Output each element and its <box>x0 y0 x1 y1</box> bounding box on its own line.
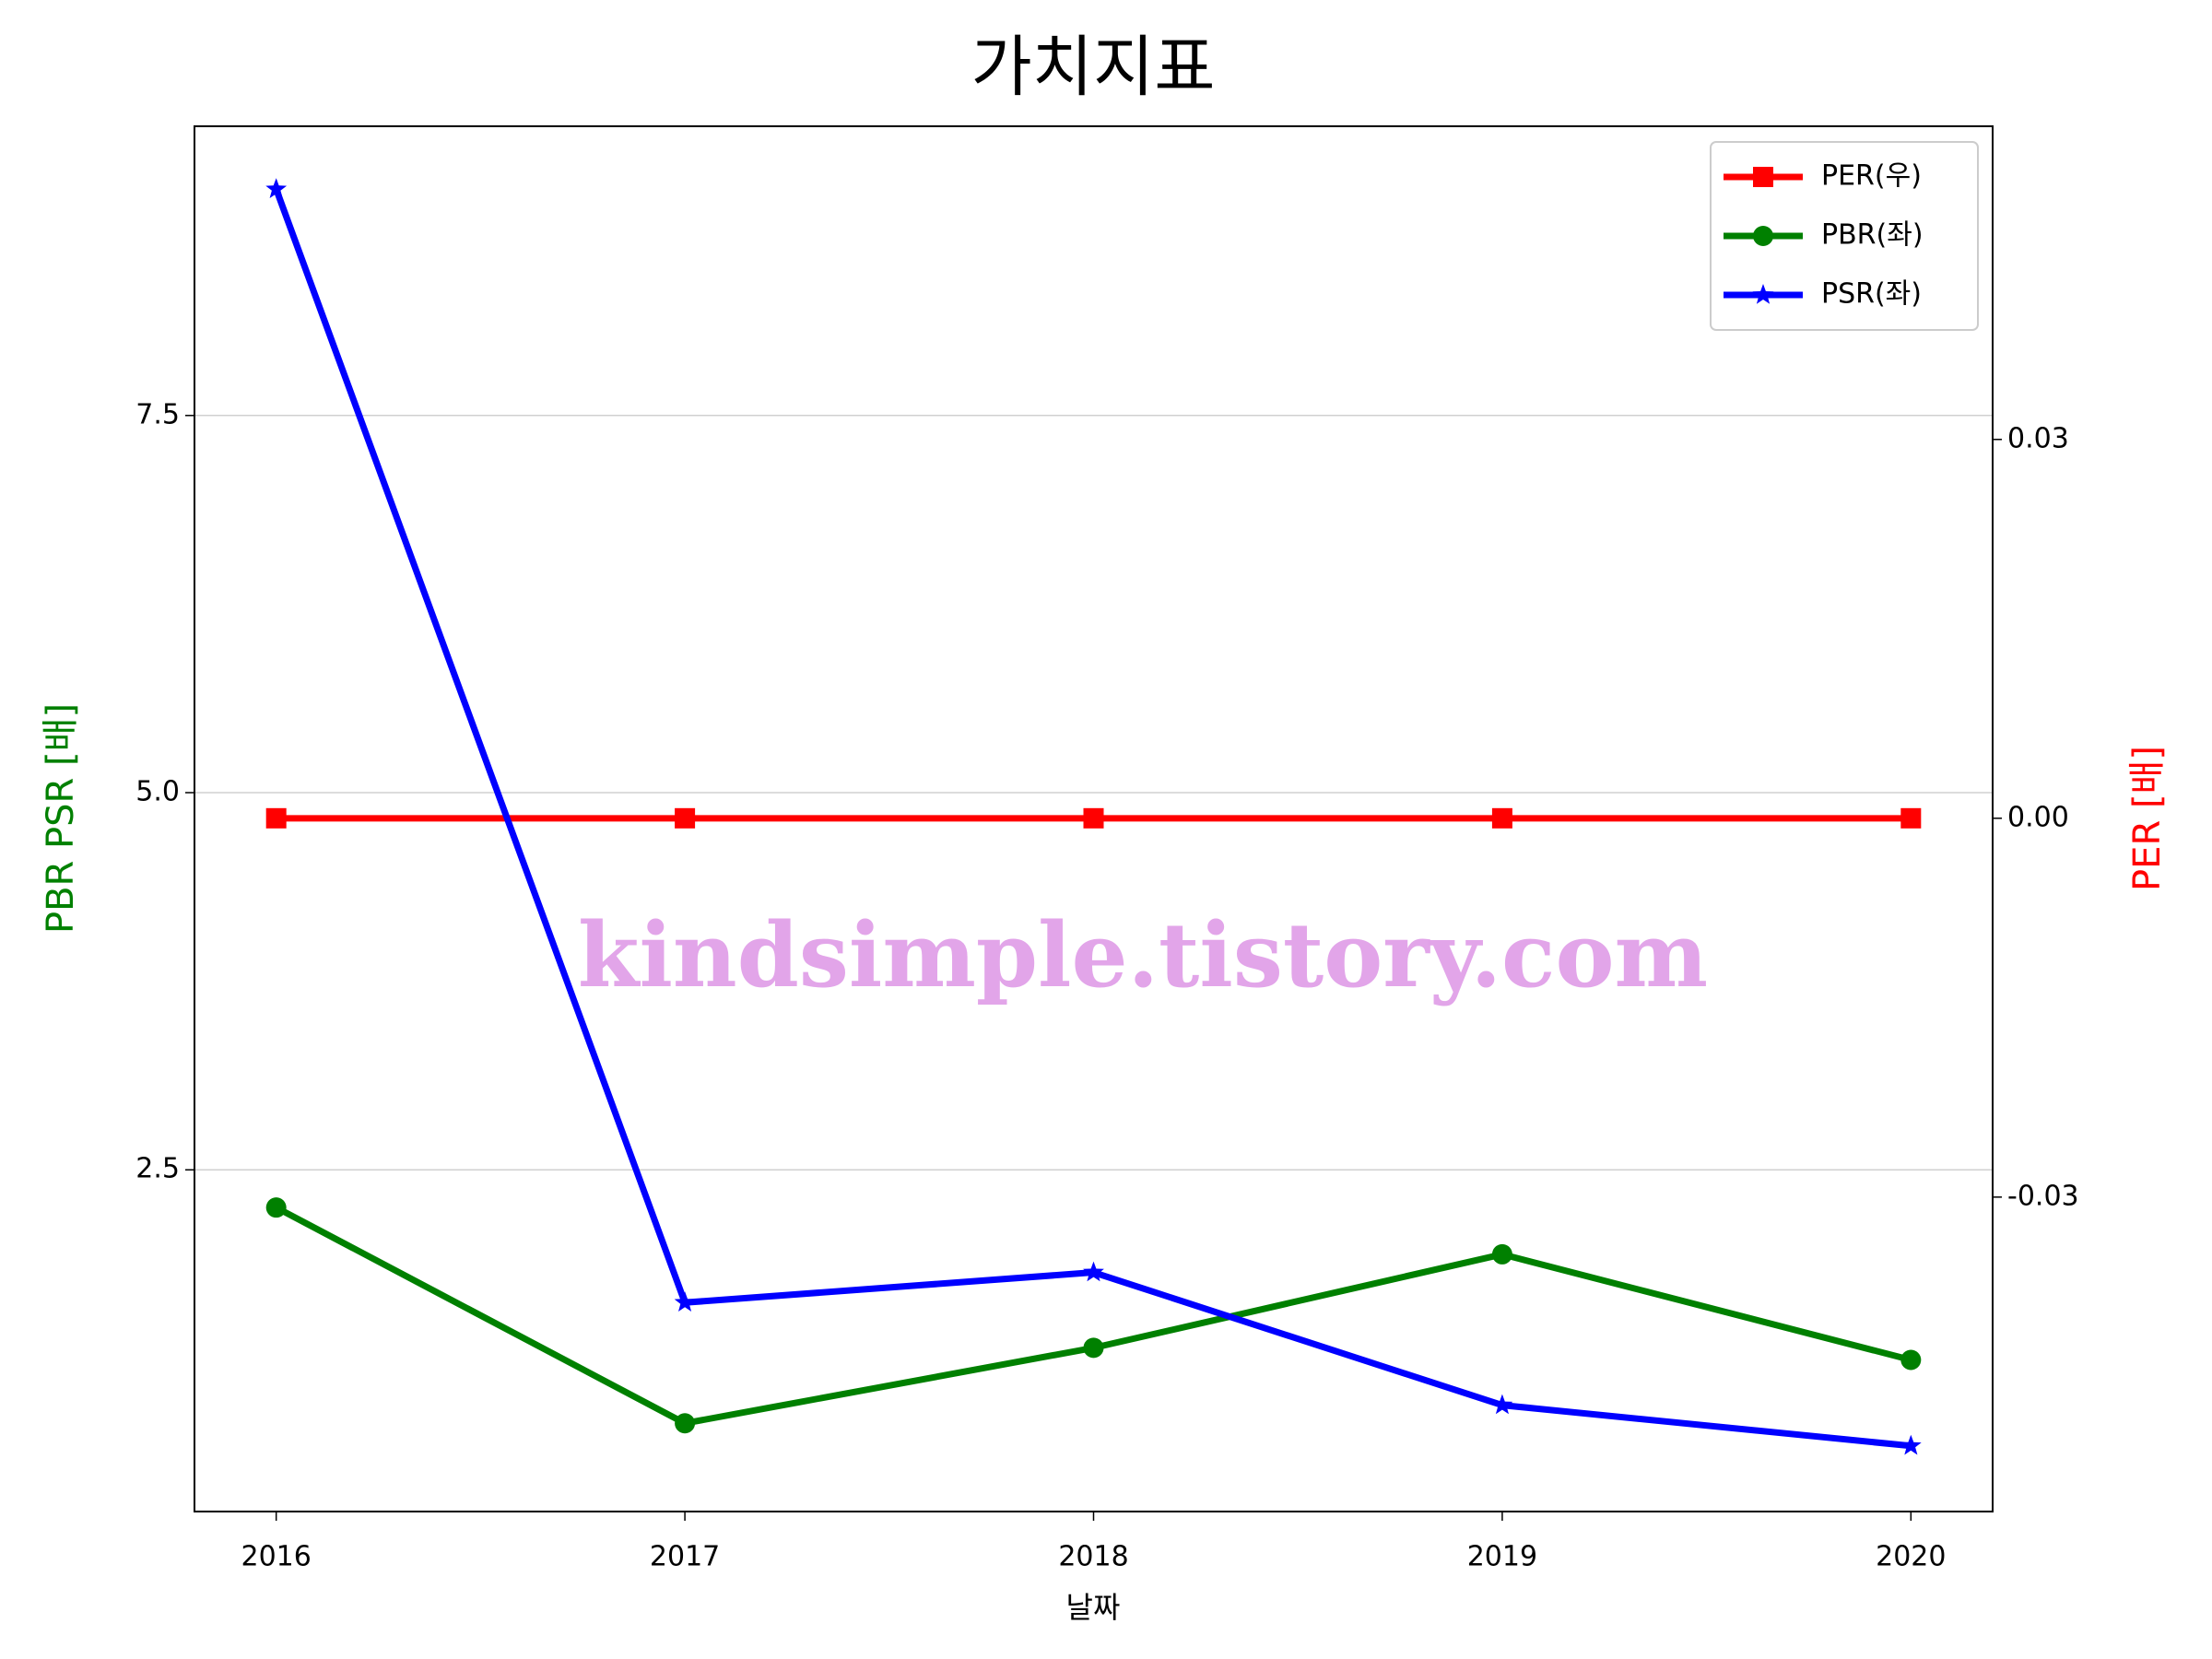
marker <box>1491 1243 1512 1265</box>
legend-item: PSR(좌) <box>1724 278 1922 311</box>
marker <box>265 178 288 198</box>
marker <box>674 1291 696 1312</box>
marker <box>1083 1261 1104 1282</box>
legend-label: PBR(좌) <box>1821 219 1924 252</box>
y2-tick-label: 0.03 <box>2007 422 2069 454</box>
y2-tick-label: -0.03 <box>2007 1180 2079 1212</box>
x-tick-label: 2016 <box>241 1541 312 1573</box>
marker <box>675 1413 696 1434</box>
x-axis-label: 날짜 <box>1066 1590 1121 1625</box>
watermark: kindsimple.tistory.com <box>578 903 1708 1007</box>
x-tick-label: 2017 <box>650 1541 720 1573</box>
marker <box>265 1197 287 1218</box>
x-tick-label: 2020 <box>1876 1541 1946 1573</box>
marker <box>265 807 287 829</box>
legend-item: PBR(좌) <box>1724 219 1924 252</box>
legend-box <box>1710 141 1979 331</box>
legend-label: PSR(좌) <box>1821 278 1922 311</box>
legend-item: PER(우) <box>1724 160 1922 193</box>
marker <box>1753 167 1773 187</box>
y-tick-label: 2.5 <box>135 1153 180 1185</box>
marker <box>1491 807 1512 829</box>
y2-tick-label: 0.00 <box>2007 801 2069 833</box>
x-tick-label: 2019 <box>1467 1541 1537 1573</box>
marker <box>1083 1337 1104 1359</box>
y-tick-label: 5.0 <box>135 776 180 808</box>
legend-label: PER(우) <box>1821 160 1922 193</box>
y-tick-label: 7.5 <box>135 398 180 430</box>
marker <box>1900 1349 1922 1371</box>
marker <box>1752 284 1774 304</box>
y2-axis-label: PER [배] <box>2126 746 2169 891</box>
marker <box>1900 807 1922 829</box>
chart-title: 가치지표 <box>971 29 1216 106</box>
x-tick-label: 2018 <box>1058 1541 1128 1573</box>
marker <box>675 807 696 829</box>
plot-frame <box>194 125 1994 1512</box>
marker <box>1491 1394 1513 1415</box>
marker <box>1083 807 1104 829</box>
y-axis-label: PBR PSR [배] <box>40 703 82 934</box>
marker <box>1900 1434 1922 1455</box>
marker <box>1753 226 1773 246</box>
